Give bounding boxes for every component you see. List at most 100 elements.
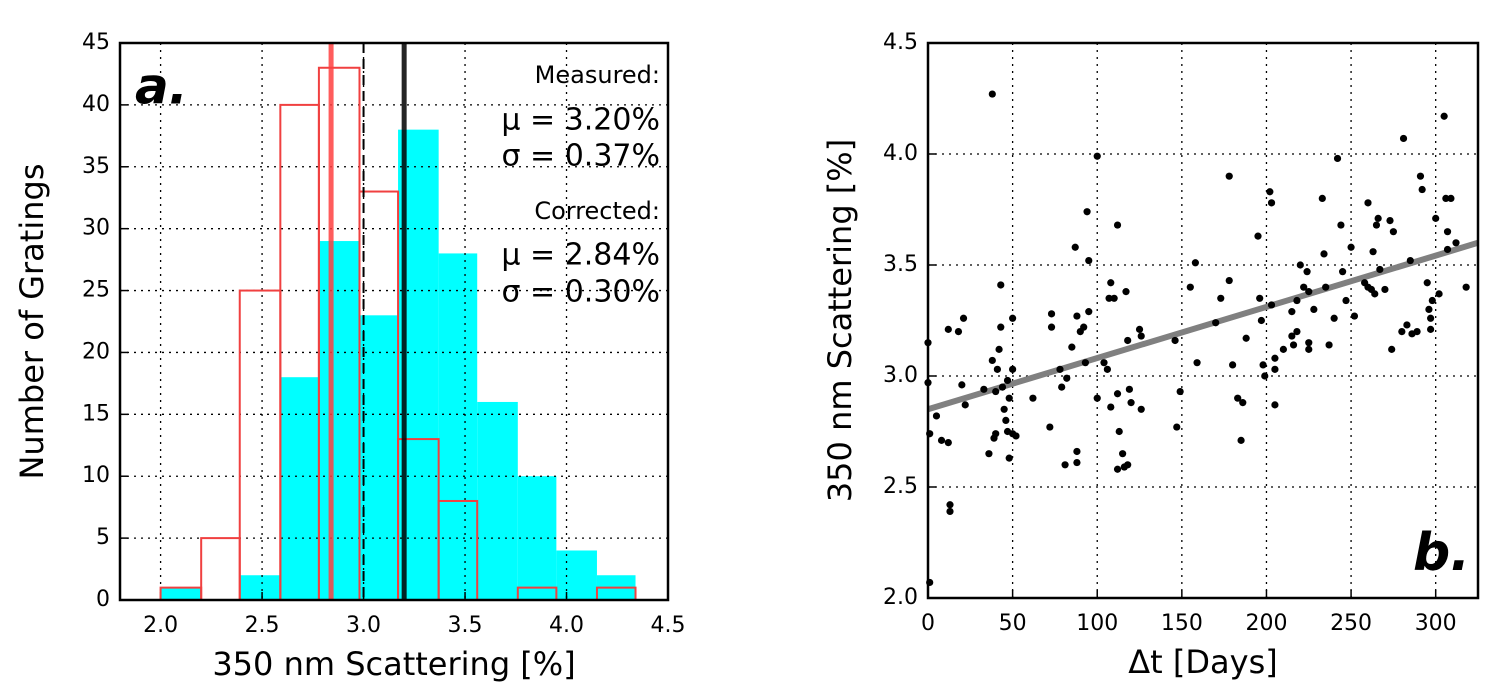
scatter-point	[1432, 214, 1440, 222]
scatter-point	[1369, 248, 1377, 256]
y-tick-label: 10	[82, 463, 110, 488]
x-tick-label: 4.5	[651, 613, 686, 638]
scatter-point	[1388, 345, 1396, 353]
scatter-point	[997, 323, 1005, 331]
scatter-point	[1289, 341, 1298, 349]
x-tick-label: 3.0	[346, 613, 381, 638]
annotation: σ = 0.30%	[501, 275, 660, 310]
scatter-point	[1068, 343, 1076, 351]
scatter-point	[995, 345, 1003, 353]
annotation: μ = 3.20%	[501, 103, 660, 138]
scatter-point	[1443, 245, 1452, 254]
scatter-point	[1135, 325, 1144, 333]
histogram-bar	[359, 315, 399, 600]
scatter-point	[1171, 336, 1179, 345]
scatter-point	[993, 365, 1001, 373]
y-tick-label: 45	[82, 30, 110, 55]
x-tick-label: 200	[1245, 611, 1287, 636]
scatter-point	[1046, 423, 1054, 431]
scatter-point	[1399, 134, 1408, 143]
scatter-point	[1063, 374, 1071, 382]
histogram-bar	[280, 377, 319, 600]
scatter-point	[1212, 319, 1220, 327]
scatter-point	[1073, 447, 1081, 456]
scatter-point	[1305, 288, 1313, 296]
scatter-point	[1058, 383, 1066, 391]
scatter-point	[1085, 256, 1093, 265]
scatter-point	[1322, 283, 1330, 291]
scatter-point	[1406, 256, 1414, 265]
scatter-point	[1107, 403, 1115, 411]
y-tick-label: 35	[82, 154, 110, 179]
x-tick-label: 150	[1161, 611, 1203, 636]
histogram-bar	[517, 476, 557, 600]
scatter-point	[1435, 290, 1443, 298]
scatter-point	[1418, 185, 1426, 194]
scatter-point	[1266, 188, 1274, 196]
axes-frame	[118, 41, 670, 602]
scatter-point	[1081, 359, 1089, 367]
scatter-point	[1113, 390, 1122, 398]
scatter-point	[1398, 328, 1406, 336]
scatter-point	[992, 430, 1000, 438]
scatter-point	[1330, 314, 1338, 322]
scatter-point	[1403, 321, 1411, 329]
scatter-point	[1127, 399, 1135, 407]
scatter-point	[1193, 359, 1201, 367]
scatter-point	[1217, 294, 1225, 302]
y-tick-label: 25	[82, 278, 110, 303]
scatter-point	[1124, 461, 1132, 469]
histogram-bar	[160, 587, 202, 600]
scatter-point	[1237, 436, 1245, 444]
scatter-point	[1374, 214, 1382, 222]
scatter-point	[1372, 221, 1381, 229]
y-tick-label: 0	[96, 587, 110, 612]
scatter-point	[946, 501, 954, 509]
histogram-bar	[318, 241, 360, 601]
x-axis-label: 350 nm Scattering [%]	[212, 645, 575, 683]
scatter-point	[1428, 296, 1436, 305]
scatter-point	[1073, 458, 1081, 467]
scatter-point	[1047, 310, 1056, 318]
scatter-point	[1100, 359, 1108, 367]
annotation: a.	[135, 58, 188, 116]
scatter-point	[1085, 308, 1093, 316]
y-tick-label: 2.0	[883, 585, 918, 610]
scatter-point	[1225, 276, 1233, 285]
scatter-point	[1386, 217, 1394, 225]
scatter-point	[1234, 394, 1242, 402]
scatter-point	[1271, 401, 1279, 409]
scatter-point	[1427, 325, 1435, 333]
scatter-point	[1318, 194, 1326, 202]
scatter-point	[1267, 301, 1276, 309]
scatter-point	[1440, 112, 1448, 120]
scatter-point	[1300, 283, 1308, 291]
scatter-point	[1056, 365, 1064, 373]
x-tick-label: 2.5	[245, 613, 280, 638]
scatter-point	[1103, 365, 1111, 373]
y-axis-label: 350 nm Scattering [%]	[821, 139, 859, 502]
scatter-point	[998, 383, 1007, 391]
scatter-point	[1107, 279, 1115, 287]
scatter-point	[1462, 283, 1470, 291]
scatter-point	[1176, 387, 1184, 396]
scatter-point	[1186, 283, 1194, 291]
y-axis-label: Number of Gratings	[13, 164, 51, 480]
annotation: μ = 2.84%	[501, 238, 660, 273]
fit-line	[927, 239, 1479, 413]
scatter-point	[1000, 405, 1008, 413]
scatter-point	[1376, 265, 1384, 274]
histogram-step	[238, 289, 282, 601]
annotation: Corrected:	[534, 197, 660, 225]
scatter-point	[1296, 261, 1304, 269]
scatter-point	[958, 381, 966, 389]
scatter-point	[1122, 288, 1130, 296]
scatter-point	[1256, 294, 1264, 302]
scatter-point	[1105, 294, 1113, 302]
scatter-point	[961, 401, 969, 409]
scatter-point	[946, 507, 954, 516]
y-tick-label: 3.5	[883, 252, 918, 277]
annotation: b.	[1413, 523, 1470, 583]
scatter-point	[1115, 427, 1123, 436]
